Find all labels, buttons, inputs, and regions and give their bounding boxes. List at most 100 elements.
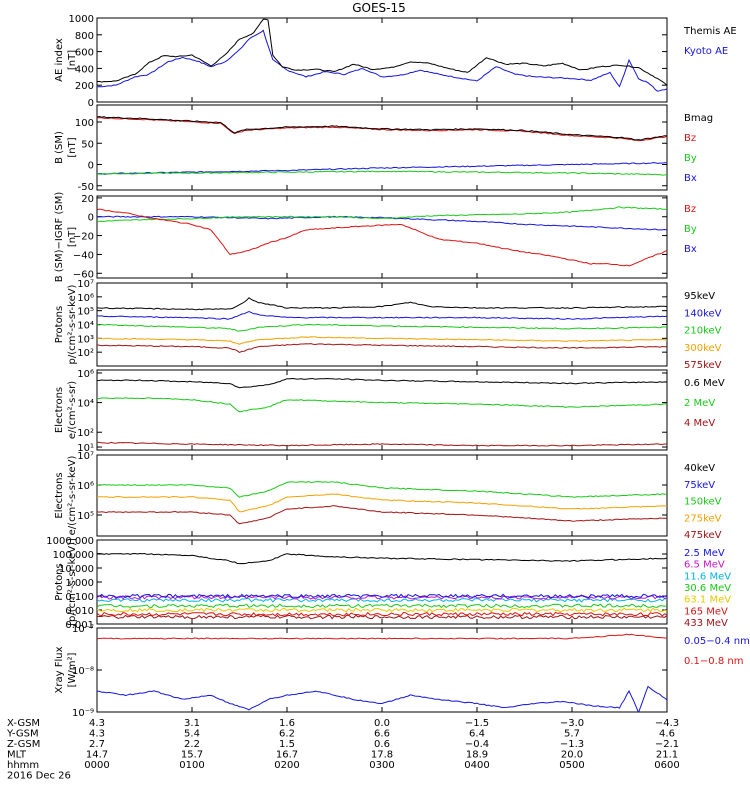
y-axis-unit: e/(cm²-s-sr) — [67, 381, 78, 439]
y-tick-label: 10⁶ — [77, 369, 94, 380]
legend-entry: 40keV — [684, 463, 715, 474]
y-tick-label: 10² — [77, 348, 94, 359]
legend-entry: 63.1 MeV — [684, 595, 731, 606]
legend-entry: 0.1−0.8 nm — [684, 656, 743, 667]
legend-entry: Kyoto AE — [684, 46, 728, 57]
legend-entry: 150keV — [684, 497, 722, 508]
footer-value: 1.5 — [279, 739, 295, 750]
footer-value: 0.0 — [374, 718, 390, 729]
y-tick-label: 10⁵ — [77, 511, 94, 522]
footer-value: −0.4 — [465, 739, 489, 750]
series-line-210keV — [97, 323, 667, 332]
y-tick-label: 0.001 — [65, 620, 94, 631]
footer-value: 6.6 — [374, 729, 390, 740]
footer-value: 5.4 — [184, 729, 200, 740]
y-tick-label: 10⁷ — [77, 451, 94, 462]
y-axis-unit: [nT] — [67, 137, 78, 157]
series-line-Kyoto-AE — [97, 29, 667, 92]
legend-entry: 140keV — [684, 308, 722, 319]
footer-value: 4.6 — [659, 729, 675, 740]
series-line-475keV — [97, 505, 667, 525]
y-tick-label: −20 — [73, 232, 94, 243]
series-line-0-6-MeV — [97, 377, 667, 389]
y-tick-label: 1000 — [69, 14, 94, 25]
y-tick-label: -50 — [78, 182, 94, 193]
footer-value: 5.7 — [564, 729, 580, 740]
y-axis-unit: [nT] — [67, 227, 78, 247]
panel-8: 10⁻⁹ 10⁻⁸ 10⁻⁷ Xray Flux [W/m²] 0.05−0.4 nm 0.… — [54, 624, 750, 719]
series-line-Themis-AE — [97, 18, 667, 86]
footer-value: −1.5 — [465, 718, 489, 729]
series-line-11-6-MeV — [97, 597, 667, 603]
panel-4: 10² 10³ 10⁴ 10⁵ 10⁶ 10⁷ Protons p/(cm²-s-sr-keV… — [54, 279, 722, 371]
series-line-75keV — [97, 548, 667, 549]
legend-entry: Bx — [684, 244, 697, 255]
y-axis-unit: [p/(cm²-s-sr-keV)] — [67, 538, 78, 626]
y-tick-label: 600 — [75, 48, 94, 59]
y-axis-label: Protons — [54, 563, 65, 600]
legend-entry: 575keV — [684, 360, 722, 371]
y-tick-label: 10⁴ — [77, 399, 94, 410]
y-tick-label: −40 — [73, 250, 94, 261]
footer-value: 2.7 — [89, 739, 105, 750]
y-axis-unit: p/(cm²-s-sr-keV) — [67, 284, 78, 364]
footer-value: 0600 — [654, 760, 679, 771]
y-tick-label: −60 — [73, 269, 94, 280]
y-axis-label: Xray Flux — [54, 646, 65, 693]
legend-entry: 2 MeV — [684, 398, 715, 409]
panel-2: -50 0 50 100 B (SM) [nT] Bmag Bz By Bx — [54, 104, 713, 193]
legend-entry: Bmag — [684, 113, 713, 124]
y-tick-label: 1.000 — [65, 578, 94, 589]
y-tick-label: 100 — [75, 118, 94, 129]
footer-value: 0100 — [179, 760, 204, 771]
footer-value: 1.6 — [279, 718, 295, 729]
panel-frame — [96, 195, 668, 279]
series-line-275keV — [97, 493, 667, 513]
legend-entry: Bz — [684, 133, 696, 144]
footer-value: 21.1 — [656, 750, 678, 761]
series-line-300keV — [97, 336, 667, 345]
y-tick-label: 0.010 — [65, 606, 94, 617]
footer-row-label: MLT — [7, 750, 27, 761]
series-line-30-6-MeV — [97, 603, 667, 609]
panel-5: 10¹ 10² 10⁴ 10⁶ Electrons e/(cm²-s-sr) 0.6 MeV… — [54, 369, 725, 454]
legend-entry: Bz — [684, 204, 696, 215]
footer-value: 18.9 — [466, 750, 488, 761]
series-line-unnamed — [97, 552, 667, 565]
legend-entry: 95keV — [684, 291, 715, 302]
y-tick-label: 0 — [88, 161, 94, 172]
footer-value: 2.2 — [184, 739, 200, 750]
y-tick-label: 0 — [88, 213, 94, 224]
footer-value: −3.0 — [560, 718, 584, 729]
legend-entry: 300keV — [684, 343, 722, 354]
footer: X-GSM 4.3 3.1 1.6 0.0 −1.5 −3.0 −4.3 Y-GSM 4.3 5.4… — [6, 718, 680, 782]
y-tick-label: 200 — [75, 81, 94, 92]
series-line-4-MeV — [97, 441, 667, 447]
panel-frame — [96, 104, 668, 191]
footer-value: 0.6 — [374, 739, 390, 750]
legend-entry: 11.6 MeV — [684, 571, 731, 582]
panel-7: 0.001 0.010 0.100 1.000 10.000 100.000 1000.00… — [46, 536, 731, 631]
footer-row-label: Y-GSM — [6, 729, 39, 740]
y-axis-label: B (SM) — [54, 131, 65, 164]
series-line-0-05-0-4-nm — [97, 685, 667, 712]
panel-frame — [96, 282, 668, 367]
series-line-575keV — [97, 343, 667, 353]
footer-value: 3.1 — [184, 718, 200, 729]
panel-3: −60 −40 −20 0 20 B (SM)−IGRF (SM) [nT] Bz By Bx — [54, 192, 697, 283]
footer-value: 4.3 — [89, 729, 105, 740]
panel-1: 0 200 400 600 800 1000 AE index [nT] Themis AE Ky… — [54, 14, 737, 109]
y-tick-label: 10² — [77, 428, 94, 439]
legend-entry: 75keV — [684, 480, 715, 491]
y-axis-label: AE index — [54, 38, 65, 82]
footer-value: 20.0 — [561, 750, 583, 761]
footer-value: 0200 — [274, 760, 299, 771]
y-tick-label: 0 — [88, 98, 94, 109]
footer-value: 17.8 — [371, 750, 393, 761]
series-line-95keV — [97, 297, 667, 311]
series-line-63-1-MeV — [97, 607, 667, 613]
panel-frame — [96, 17, 668, 103]
footer-value: 6.2 — [279, 729, 295, 740]
